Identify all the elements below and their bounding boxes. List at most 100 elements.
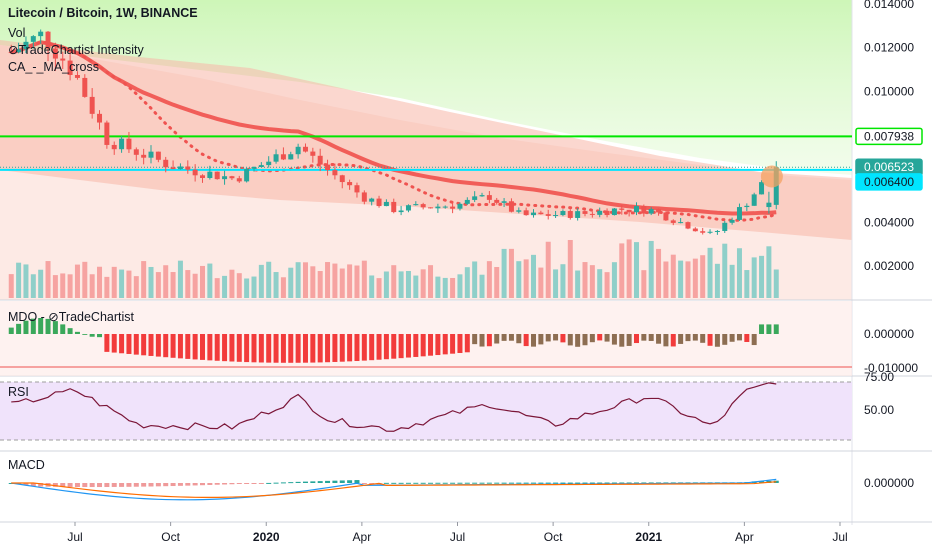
volume-bar xyxy=(619,243,625,298)
volume-bar xyxy=(376,278,382,298)
mdo-bar xyxy=(773,324,779,334)
macd-pane-title[interactable]: MACD xyxy=(8,458,45,472)
volume-series xyxy=(8,239,779,298)
candle-body xyxy=(597,210,603,215)
volume-bar xyxy=(501,248,507,298)
candle-body xyxy=(302,146,308,152)
volume-bar xyxy=(736,248,742,298)
time-tick-label: Jul xyxy=(450,530,465,544)
volume-bar xyxy=(567,239,573,298)
mdo-bar xyxy=(280,334,286,363)
macd-histogram-bar xyxy=(74,483,80,488)
candle-body xyxy=(457,203,463,209)
macd-histogram-bar xyxy=(575,482,581,484)
volume-bar xyxy=(236,273,242,298)
mdo-bar xyxy=(185,334,191,359)
candle-body xyxy=(325,164,331,171)
mdo-bar xyxy=(545,334,551,342)
candlestick-series xyxy=(8,29,779,235)
candle-body xyxy=(648,209,654,214)
volume-bar xyxy=(148,266,154,298)
candle-body xyxy=(288,154,294,160)
candle-body xyxy=(67,60,73,75)
macd-histogram-bar xyxy=(604,482,610,484)
candle-body xyxy=(538,212,544,215)
volume-bar xyxy=(310,266,316,298)
mdo-bar xyxy=(582,334,588,346)
volume-bar xyxy=(766,246,772,298)
macd-histogram-bar xyxy=(52,483,58,487)
mdo-bar xyxy=(575,334,581,347)
mdo-bar xyxy=(589,334,595,343)
volume-bar xyxy=(685,261,691,298)
mdo-bar xyxy=(97,334,103,338)
volume-bar xyxy=(244,278,250,298)
macd-histogram-bar xyxy=(207,483,213,485)
candle-body xyxy=(678,222,684,224)
rsi-pane-title[interactable]: RSI xyxy=(8,385,29,399)
candle-body xyxy=(214,171,220,180)
volume-bar xyxy=(288,267,294,298)
mdo-bar xyxy=(207,334,213,361)
volume-bar xyxy=(678,260,684,298)
mdo-bar xyxy=(236,334,242,362)
macd-histogram-bar xyxy=(67,483,73,487)
mdo-bar xyxy=(420,334,426,357)
mdo-bar xyxy=(339,334,345,362)
price-badge xyxy=(855,173,923,191)
volume-bar xyxy=(751,257,757,298)
mdo-bar xyxy=(736,334,742,341)
volume-bar xyxy=(611,262,617,298)
candle-body xyxy=(258,165,264,168)
macd-histogram-bar xyxy=(60,483,66,487)
volume-bar xyxy=(258,264,264,298)
candle-body xyxy=(744,205,750,208)
candle-body xyxy=(685,222,691,229)
volume-bar xyxy=(729,264,735,298)
indicator-intensity-label[interactable]: ⊘TradeChartist Intensity xyxy=(8,43,144,57)
candle-body xyxy=(553,215,559,217)
macd-histogram-bar xyxy=(302,481,308,483)
candle-body xyxy=(207,171,213,179)
volume-bar xyxy=(589,265,595,298)
candle-body xyxy=(295,146,301,155)
candle-body xyxy=(670,220,676,223)
mdo-bar xyxy=(656,334,662,344)
mdo-bar xyxy=(457,334,463,353)
macd-histogram-bar xyxy=(553,482,559,484)
candle-body xyxy=(74,74,80,78)
candle-body xyxy=(545,214,551,216)
candle-body xyxy=(707,231,713,233)
macd-histogram-bar xyxy=(317,481,323,483)
macd-histogram-bar xyxy=(89,483,95,488)
candle-body xyxy=(391,201,397,213)
rsi-tick-label: 50.00 xyxy=(864,403,894,417)
mdo-bar xyxy=(361,334,367,361)
volume-bar xyxy=(45,261,51,298)
indicator-vol-label[interactable]: Vol xyxy=(8,26,26,40)
mdo-bar xyxy=(251,334,257,363)
volume-bar xyxy=(16,262,22,298)
macd-histogram-bar xyxy=(347,480,353,483)
mdo-bar xyxy=(30,318,36,334)
macd-histogram-bar xyxy=(258,483,264,484)
candle-body xyxy=(177,166,183,170)
mdo-bar xyxy=(244,334,250,363)
volume-bar xyxy=(538,267,544,298)
mdo-bar xyxy=(177,334,183,359)
volume-bar xyxy=(486,261,492,298)
macd-histogram-bar xyxy=(597,482,603,484)
volume-bar xyxy=(508,248,514,298)
candle-body xyxy=(428,207,434,209)
mdo-bar xyxy=(707,334,713,346)
mdo-bar xyxy=(508,334,514,341)
volume-bar xyxy=(692,258,698,298)
mdo-pane-title[interactable]: MDO - ⊘TradeChartist xyxy=(8,310,135,324)
volume-bar xyxy=(450,277,456,298)
indicator-ma-cross-label[interactable]: CA_-_MA_cross xyxy=(8,60,99,74)
mdo-bar xyxy=(626,334,632,346)
mdo-bar xyxy=(288,334,294,363)
volume-bar xyxy=(52,275,58,298)
